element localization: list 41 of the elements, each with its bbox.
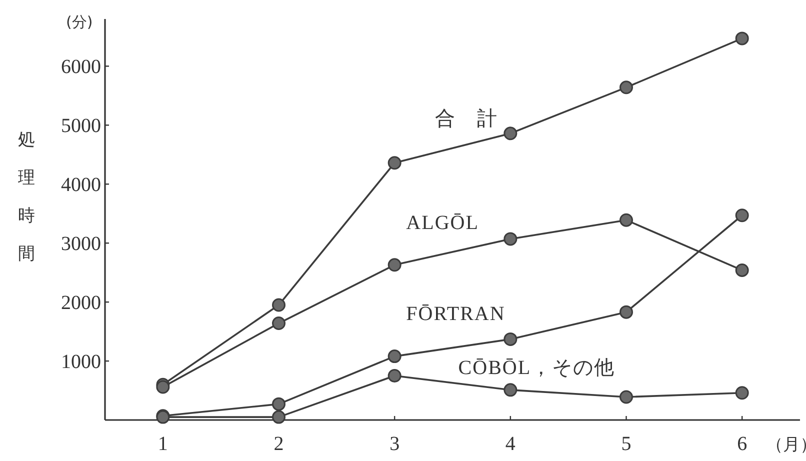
point [620,213,633,227]
point [272,298,286,312]
point [388,350,402,364]
series-label: FŌRTRAN [406,302,506,325]
point [620,305,633,319]
y-tick-label: 4000 [61,174,101,196]
y-tick-label: 3000 [61,233,101,256]
y-tick-label: 5000 [61,115,101,138]
point [504,126,518,140]
series-label: ALGŌL [406,212,479,234]
point [388,369,402,383]
point [735,386,749,400]
x-tick-label: 3 [390,433,400,455]
text: (分) [66,13,93,31]
x-tick-label: 4 [505,433,516,455]
point [272,397,286,411]
x-tick-label: 2 [274,433,284,455]
point [388,156,402,170]
series-label: 合 計 [435,108,498,130]
point [735,208,749,222]
point [156,380,170,394]
x-tick-label: 5 [621,433,632,455]
point [735,263,749,277]
y-axis-title: 処理時間 [18,130,35,264]
point [620,80,633,94]
y-tick-label: 1000 [61,351,101,374]
y-tick-label: 2000 [61,292,101,314]
point [504,383,518,397]
x-tick-label: 6 [737,433,748,455]
point [156,410,170,424]
series-label: CŌBŌL，その他 [458,357,616,380]
point [272,410,286,424]
y-tick-label: 6000 [61,56,101,78]
point [620,390,633,404]
x-axis-title: （月） [766,435,806,455]
point [388,258,402,272]
x-tick-label: 1 [158,433,168,455]
point [735,32,749,46]
point [272,316,286,330]
point [504,232,518,246]
point [504,332,518,346]
